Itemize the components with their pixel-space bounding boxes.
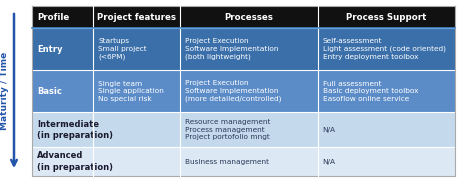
Bar <box>93 147 179 176</box>
Text: Entry: Entry <box>37 45 62 54</box>
Text: Maturity / Time: Maturity / Time <box>0 52 10 130</box>
Text: N/A: N/A <box>322 159 335 165</box>
Bar <box>32 112 93 147</box>
Bar <box>93 28 179 70</box>
Bar <box>93 70 179 112</box>
Text: Processes: Processes <box>224 12 273 22</box>
Text: Profile: Profile <box>37 12 69 22</box>
Bar <box>179 70 317 112</box>
Bar <box>317 112 454 147</box>
Bar <box>179 28 317 70</box>
Text: N/A: N/A <box>322 127 335 133</box>
Text: Basic: Basic <box>37 87 62 96</box>
Bar <box>93 6 179 28</box>
Bar <box>93 112 179 147</box>
Bar <box>317 28 454 70</box>
Bar <box>32 6 93 28</box>
Text: Full assessment
Basic deployment toolbox
Easoflow online service: Full assessment Basic deployment toolbox… <box>322 81 417 102</box>
Text: Self-assessment
Light assessment (code oriented)
Entry deployment toolbox: Self-assessment Light assessment (code o… <box>322 38 445 60</box>
Text: Process Support: Process Support <box>345 12 425 22</box>
Text: Project Execution
Software Implementation
(both lightweight): Project Execution Software Implementatio… <box>185 38 278 60</box>
Text: Intermediate
(in preparation): Intermediate (in preparation) <box>37 119 113 140</box>
Text: Project features: Project features <box>97 12 176 22</box>
Bar <box>317 147 454 176</box>
Text: Single team
Single application
No special risk: Single team Single application No specia… <box>98 81 164 102</box>
Bar <box>179 147 317 176</box>
Bar <box>179 112 317 147</box>
Text: Business management: Business management <box>185 159 269 165</box>
Bar <box>32 70 93 112</box>
Text: Advanced
(in preparation): Advanced (in preparation) <box>37 151 113 172</box>
Bar <box>317 70 454 112</box>
Bar <box>179 6 317 28</box>
Bar <box>32 28 93 70</box>
Text: Resource management
Process management
Project portofolio mngt: Resource management Process management P… <box>185 119 270 140</box>
Text: Startups
Small project
(<6PM): Startups Small project (<6PM) <box>98 38 146 60</box>
Bar <box>317 6 454 28</box>
Bar <box>32 147 93 176</box>
Text: Project Execution
Software Implementation
(more detailed/controlled): Project Execution Software Implementatio… <box>185 80 281 102</box>
